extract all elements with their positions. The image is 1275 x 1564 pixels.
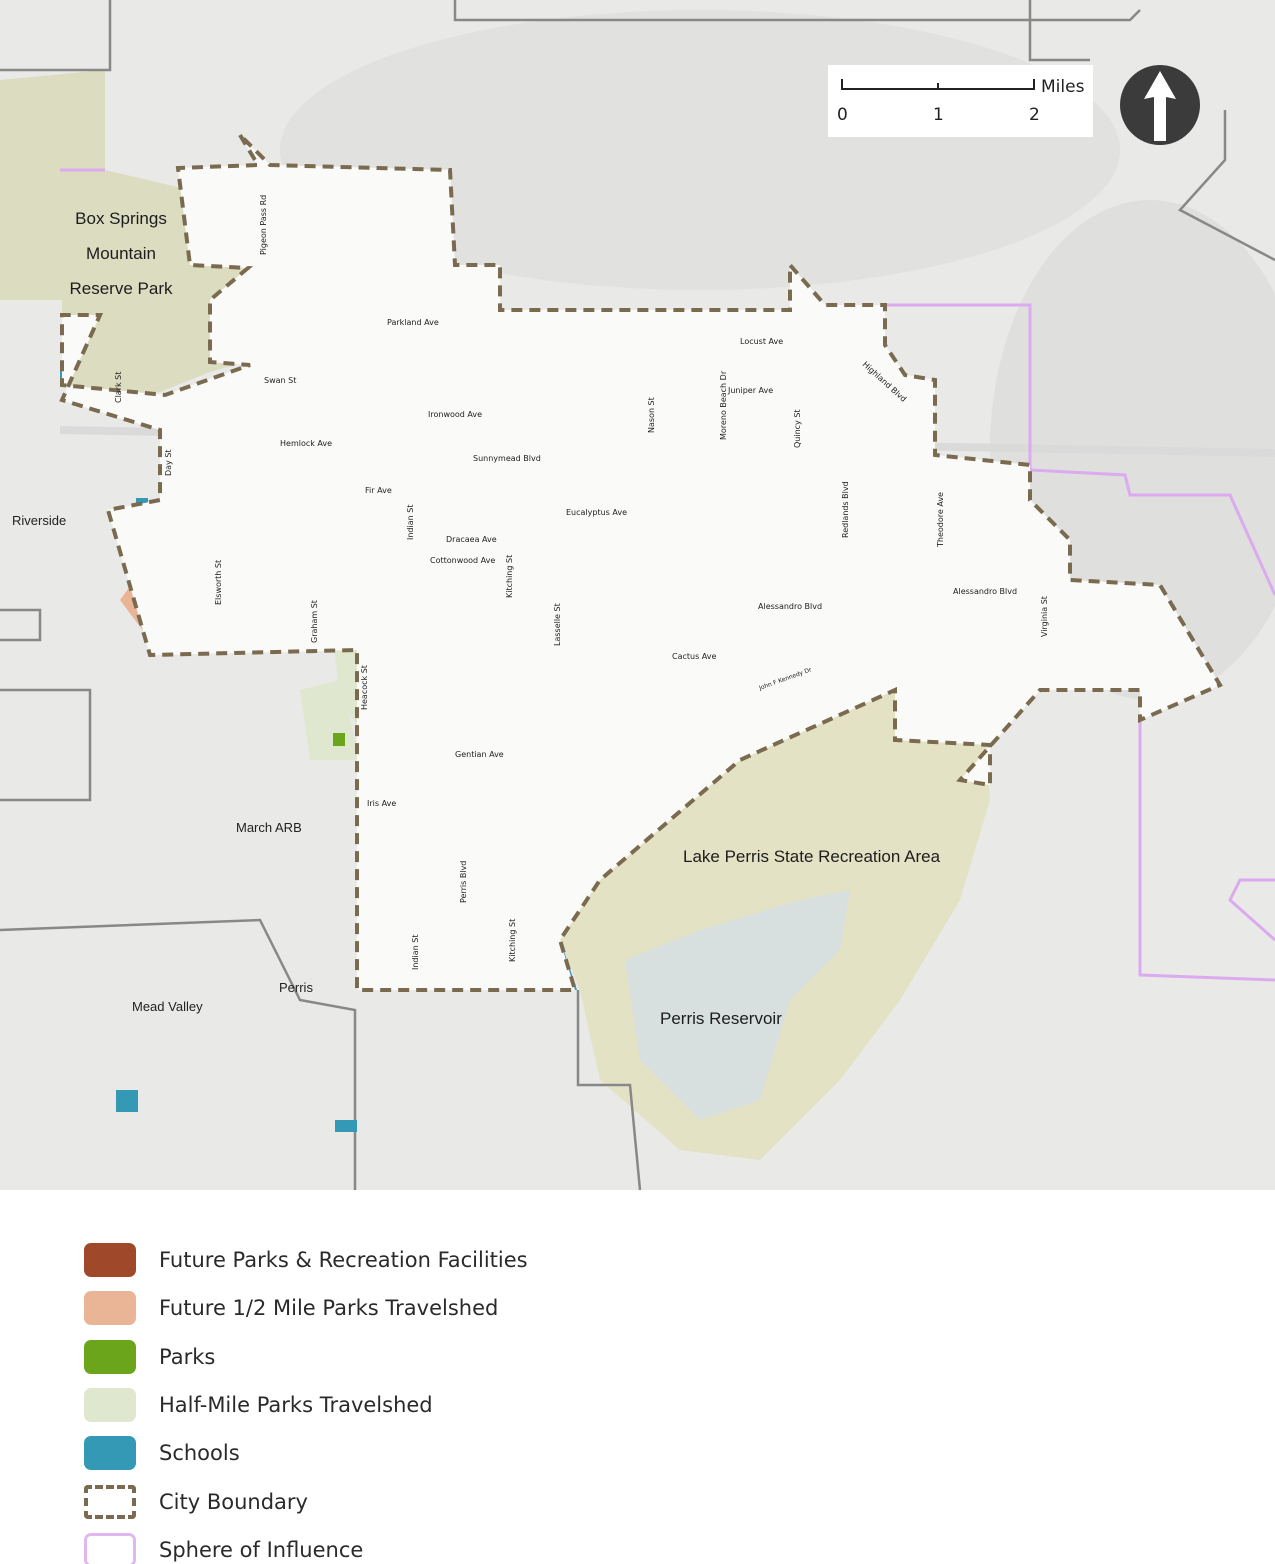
legend-item-city-boundary: City Boundary — [84, 1477, 528, 1525]
legend-item-travelshed: Half-Mile Parks Travelshed — [84, 1381, 528, 1429]
legend-swatch — [84, 1291, 136, 1326]
label-perris-reservoir: Perris Reservoir — [660, 1009, 782, 1028]
legend-swatch — [84, 1243, 136, 1278]
street-label: Indian St — [406, 505, 415, 540]
legend-label: Half-Mile Parks Travelshed — [159, 1393, 433, 1418]
street-label: Lasselle St — [553, 603, 562, 646]
legend-label: Schools — [159, 1441, 240, 1466]
street-label: Sunnymead Blvd — [473, 454, 541, 463]
label-lake-perris: Lake Perris State Recreation Area — [683, 847, 941, 866]
legend-label: Parks — [159, 1344, 216, 1369]
label-march-arb: March ARB — [236, 820, 302, 835]
street-label: Perris Blvd — [459, 861, 468, 903]
legend-label: Sphere of Influence — [159, 1537, 364, 1562]
street-label: Day St — [164, 449, 173, 476]
legend-item-schools: Schools — [84, 1429, 528, 1477]
municipal-boundaries — [0, 0, 1275, 1190]
legend-item-future-travelshed: Future 1/2 Mile Parks Travelshed — [84, 1284, 528, 1332]
scale-bar-ruler — [841, 79, 1035, 90]
street-label: Cottonwood Ave — [430, 556, 495, 565]
legend-swatch — [84, 1339, 136, 1374]
street-label: Juniper Ave — [727, 386, 773, 395]
street-label: Kitching St — [508, 919, 517, 962]
street-label: Heacock St — [360, 665, 369, 710]
street-label: Parkland Ave — [387, 318, 439, 327]
north-arrow-icon — [1120, 65, 1200, 145]
label-mead-valley: Mead Valley — [132, 999, 203, 1014]
scale-bar: Miles 0 1 2 — [828, 65, 1093, 137]
street-label: Locust Ave — [740, 337, 783, 346]
street-label: Dracaea Ave — [446, 535, 497, 544]
map-canvas[interactable]: Box Springs Mountain Reserve Park Rivers… — [0, 0, 1275, 1190]
legend-swatch — [84, 1532, 136, 1564]
street-label: Nason St — [647, 397, 656, 433]
street-label: Fir Ave — [365, 486, 392, 495]
perris-reservoir — [625, 890, 850, 1120]
label-box-springs: Mountain — [86, 244, 156, 263]
street-label: Gentian Ave — [455, 750, 504, 759]
legend-label: Future 1/2 Mile Parks Travelshed — [159, 1296, 499, 1321]
scale-tick: 2 — [1029, 105, 1040, 125]
street-label: Hemlock Ave — [280, 439, 332, 448]
street-label: Swan St — [264, 376, 296, 385]
street-label: Redlands Blvd — [841, 481, 850, 538]
street-label: Alessandro Blvd — [758, 602, 822, 611]
legend-item-parks: Parks — [84, 1333, 528, 1381]
street-label: Virginia St — [1040, 596, 1049, 637]
street-label: Clark St — [114, 372, 123, 403]
scale-unit: Miles — [1041, 77, 1085, 97]
street-label: Moreno Beach Dr — [719, 370, 728, 440]
legend-swatch — [84, 1436, 136, 1471]
label-riverside: Riverside — [12, 513, 66, 528]
street-label: Iris Ave — [367, 799, 396, 808]
label-box-springs: Reserve Park — [70, 279, 173, 298]
legend-label: Future Parks & Recreation Facilities — [159, 1248, 528, 1273]
street-label: Theodore Ave — [936, 492, 945, 548]
street-label: Pigeon Pass Rd — [259, 195, 268, 255]
street-label: Graham St — [310, 600, 319, 643]
scale-tick: 0 — [837, 105, 848, 125]
street-label: Kitching St — [505, 555, 514, 598]
street-label: Elsworth St — [214, 560, 223, 605]
street-label: Ironwood Ave — [428, 410, 482, 419]
street-label: Alessandro Blvd — [953, 587, 1017, 596]
legend-swatch — [84, 1484, 136, 1519]
street-label: Cactus Ave — [672, 652, 717, 661]
sphere-of-influence — [60, 168, 1275, 982]
label-box-springs: Box Springs — [75, 209, 167, 228]
street-label: Eucalyptus Ave — [566, 508, 627, 517]
legend-item-future-facilities: Future Parks & Recreation Facilities — [84, 1236, 528, 1284]
legend-swatch — [84, 1388, 136, 1423]
legend-item-sphere-of-influence: Sphere of Influence — [84, 1526, 528, 1564]
legend: Future Parks & Recreation Facilities Fut… — [84, 1236, 528, 1564]
street-label: Quincy St — [793, 409, 802, 448]
scale-tick: 1 — [933, 105, 944, 125]
street-label: Indian St — [411, 935, 420, 970]
legend-label: City Boundary — [159, 1489, 308, 1514]
label-perris: Perris — [279, 980, 313, 995]
